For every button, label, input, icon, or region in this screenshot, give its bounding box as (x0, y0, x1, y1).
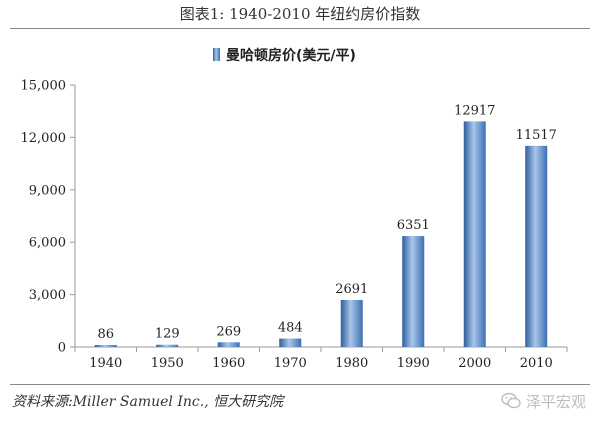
bar (340, 299, 363, 347)
bar (217, 342, 240, 347)
x-axis: 1940 1950 1960 1970 1980 1990 2000 2010 (74, 346, 568, 371)
data-label: 484 (278, 321, 303, 336)
x-tick-label: 2000 (458, 356, 491, 371)
legend-swatch (213, 48, 220, 61)
x-tick-label: 2010 (520, 356, 553, 371)
bar-chart: 曼哈顿房价(美元/平) 0 3,000 6,000 9,000 12,000 15,000… (21, 47, 568, 371)
watermark: 泽平宏观 (501, 389, 586, 413)
bar-series (94, 121, 548, 348)
source-note: 资料来源:Miller Samuel Inc., 恒大研究院 (12, 394, 284, 410)
data-label: 269 (216, 324, 241, 339)
bar (279, 338, 302, 347)
data-labels: 86 129 269 484 2691 6351 12917 11517 (97, 103, 556, 342)
data-label: 86 (97, 327, 114, 342)
bar (156, 344, 179, 347)
x-tick-label: 1940 (89, 356, 122, 371)
bar (463, 121, 486, 348)
y-tick-label: 9,000 (29, 183, 66, 198)
watermark-text: 泽平宏观 (525, 392, 586, 411)
x-tick-label: 1990 (397, 356, 430, 371)
top-rule (10, 28, 590, 29)
y-axis: 0 3,000 6,000 9,000 12,000 15,000 (21, 79, 76, 356)
chart-legend: 曼哈顿房价(美元/平) (213, 47, 356, 64)
y-tick-label: 15,000 (21, 79, 67, 94)
figure-title: 图表1: 1940-2010 年纽约房价指数 (179, 5, 421, 23)
x-tick-label: 1970 (274, 356, 307, 371)
data-label: 2691 (335, 282, 368, 297)
bottom-rule (10, 384, 590, 385)
y-tick-label: 12,000 (21, 131, 67, 146)
data-label: 6351 (397, 218, 430, 233)
data-label: 129 (155, 327, 180, 342)
y-tick-label: 6,000 (29, 236, 66, 251)
x-tick-label: 1960 (212, 356, 245, 371)
wechat-icon (501, 392, 521, 409)
data-label: 11517 (516, 128, 557, 143)
x-tick-label: 1950 (151, 356, 184, 371)
x-tick-label: 1980 (335, 356, 368, 371)
bar (94, 345, 117, 347)
y-tick-label: 0 (58, 341, 66, 356)
legend-label: 曼哈顿房价(美元/平) (226, 47, 356, 64)
data-label: 12917 (454, 103, 495, 118)
y-tick-label: 3,000 (29, 288, 66, 303)
bar (402, 236, 425, 347)
bar (525, 145, 548, 347)
